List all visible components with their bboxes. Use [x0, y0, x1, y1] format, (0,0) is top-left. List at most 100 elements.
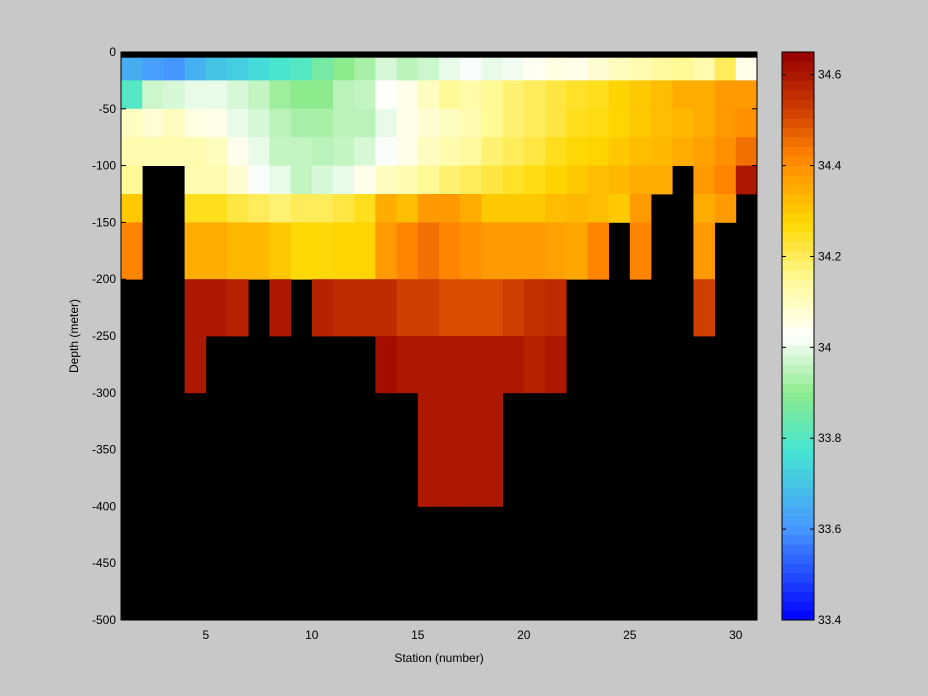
- heatmap-cell: [269, 222, 291, 280]
- heatmap-cell: [396, 194, 419, 223]
- heatmap-cell: [693, 57, 715, 81]
- heatmap-cell: [481, 222, 503, 280]
- colorbar-segment: [782, 127, 814, 138]
- heatmap-cell: [714, 137, 737, 166]
- heatmap-cell: [439, 57, 461, 81]
- heatmap-cell: [672, 80, 694, 110]
- heatmap-cell: [651, 80, 673, 110]
- heatmap-cell: [354, 194, 376, 223]
- heatmap-cell: [545, 57, 567, 81]
- heatmap-cell: [311, 57, 334, 81]
- heatmap-cell: [417, 137, 440, 166]
- heatmap-cell: [375, 57, 397, 81]
- colorbar-segment: [782, 222, 814, 233]
- y-tick-label: -150: [92, 215, 116, 229]
- heatmap-cell: [205, 279, 228, 337]
- heatmap-cell: [333, 57, 355, 81]
- heatmap-cell: [481, 279, 503, 337]
- heatmap-cell: [714, 80, 737, 110]
- heatmap-cell: [184, 137, 207, 166]
- heatmap-cell: [417, 392, 440, 507]
- heatmap-cell: [608, 80, 631, 110]
- colorbar-segment: [782, 146, 814, 157]
- colorbar-segment: [782, 137, 814, 148]
- heatmap-cell: [735, 57, 758, 81]
- colorbar-segment: [782, 478, 814, 488]
- heatmap-cell: [502, 279, 525, 337]
- y-axis-title: Depth (meter): [67, 299, 81, 373]
- heatmap-cell: [545, 108, 567, 138]
- colorbar-segment: [782, 354, 814, 365]
- heatmap-cell: [651, 137, 673, 166]
- heatmap-cell: [375, 194, 397, 223]
- heatmap-cell: [184, 194, 207, 223]
- heatmap-cell: [523, 279, 546, 337]
- heatmap-cell: [290, 194, 313, 223]
- heatmap-cell: [460, 80, 482, 110]
- colorbar-segment: [782, 250, 814, 261]
- colorbar-tick-label: 34.6: [818, 68, 842, 82]
- heatmap-cell: [184, 222, 207, 280]
- colorbar-segment: [782, 601, 814, 611]
- heatmap-cell: [205, 80, 228, 110]
- heatmap-cell: [651, 57, 673, 81]
- y-tick-label: -350: [92, 443, 116, 457]
- colorbar-segment: [782, 515, 814, 526]
- heatmap-cell: [269, 80, 291, 110]
- colorbar-segment: [782, 544, 814, 555]
- heatmap-cell: [545, 80, 567, 110]
- y-tick-label: -50: [99, 102, 117, 116]
- heatmap-cell: [311, 165, 334, 195]
- heatmap-cell: [629, 165, 652, 195]
- colorbar-tick-label: 33.8: [818, 431, 842, 445]
- heatmap-cell: [205, 222, 228, 280]
- heatmap-cell: [587, 108, 609, 138]
- colorbar-segment: [782, 269, 814, 280]
- colorbar-segment: [782, 411, 814, 422]
- colorbar-segment: [782, 326, 814, 337]
- heatmap-cell: [629, 137, 652, 166]
- heatmap-cell: [735, 137, 758, 166]
- heatmap-cell: [460, 165, 482, 195]
- heatmap-cell: [121, 137, 143, 166]
- colorbar-segment: [782, 307, 814, 318]
- heatmap-cell: [205, 108, 228, 138]
- heatmap-cell: [248, 57, 270, 81]
- colorbar-tick-label: 33.4: [818, 613, 842, 627]
- heatmap-cell: [354, 57, 376, 81]
- heatmap-cell: [523, 194, 546, 223]
- heatmap-cell: [587, 80, 609, 110]
- heatmap-cell: [693, 194, 715, 223]
- heatmap-cell: [290, 108, 313, 138]
- heatmap-cell: [184, 165, 207, 195]
- heatmap-cell: [566, 222, 588, 280]
- colorbar-segment: [782, 572, 814, 583]
- heatmap-cell: [693, 222, 715, 280]
- colorbar-segment: [782, 336, 814, 346]
- colorbar-segment: [782, 298, 814, 308]
- heatmap-cell: [502, 194, 525, 223]
- heatmap-cell: [227, 80, 249, 110]
- heatmap-cell: [629, 57, 652, 81]
- x-axis: 5 10 15 20 25 30: [202, 52, 743, 642]
- heatmap-cell: [163, 57, 185, 81]
- colorbar-segment: [782, 459, 814, 469]
- heatmap-cell: [481, 57, 503, 81]
- colorbar-tick-label: 34.2: [818, 249, 842, 263]
- colorbar-segment: [782, 70, 814, 81]
- heatmap-cell: [417, 165, 440, 195]
- heatmap-cell: [481, 137, 503, 166]
- colorbar-segment: [782, 591, 814, 602]
- colorbar-segment: [782, 52, 814, 62]
- heatmap-cell: [121, 108, 143, 138]
- heatmap-cell: [163, 80, 185, 110]
- y-tick-label: -300: [92, 386, 116, 400]
- heatmap-cell: [184, 336, 207, 394]
- heatmap-cell: [608, 194, 631, 223]
- heatmap-cell: [735, 108, 758, 138]
- colorbar-segment: [782, 345, 814, 356]
- colorbar-segment: [782, 61, 814, 72]
- colorbar-segment: [782, 203, 814, 214]
- heatmap-cell: [396, 222, 419, 280]
